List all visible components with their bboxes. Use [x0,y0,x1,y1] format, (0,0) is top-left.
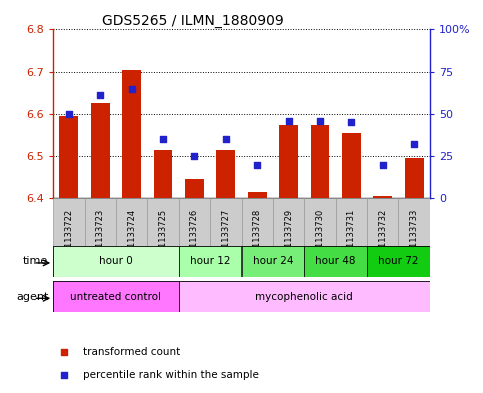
Bar [179,281,430,312]
Bar [248,192,267,198]
Bar [59,116,78,198]
Point [379,162,387,168]
Bar [242,198,273,275]
Text: GDS5265 / ILMN_1880909: GDS5265 / ILMN_1880909 [102,14,284,28]
Bar [210,198,242,275]
Point [65,111,73,117]
Text: GSM1133722: GSM1133722 [64,209,73,265]
Point [222,136,230,143]
Text: mycophenolic acid: mycophenolic acid [256,292,353,302]
Point [411,141,418,147]
Text: GSM1133727: GSM1133727 [221,209,230,265]
Text: GSM1133730: GSM1133730 [315,209,325,265]
Bar [53,198,85,275]
Bar [304,246,367,277]
Bar [242,246,304,277]
Point [97,92,104,99]
Bar [179,198,210,275]
Bar [304,198,336,275]
Bar [342,133,361,198]
Bar [398,198,430,275]
Text: hour 48: hour 48 [315,256,356,266]
Text: GSM1133732: GSM1133732 [378,209,387,265]
Text: hour 24: hour 24 [253,256,293,266]
Bar [367,198,398,275]
Point [128,86,135,92]
Text: hour 0: hour 0 [99,256,133,266]
Text: hour 12: hour 12 [190,256,230,266]
Bar [122,70,141,198]
Text: GSM1133733: GSM1133733 [410,209,419,265]
Bar [273,198,304,275]
Text: GSM1133728: GSM1133728 [253,209,262,265]
Text: hour 72: hour 72 [378,256,419,266]
Text: GSM1133726: GSM1133726 [190,209,199,265]
Bar [279,125,298,198]
Text: GSM1133724: GSM1133724 [127,209,136,265]
Text: agent: agent [16,292,48,302]
Point [253,162,261,168]
Bar [53,281,179,312]
Text: GSM1133729: GSM1133729 [284,209,293,265]
Text: untreated control: untreated control [71,292,161,302]
Text: percentile rank within the sample: percentile rank within the sample [83,370,259,380]
Point [60,349,68,355]
Bar [179,246,242,277]
Point [159,136,167,143]
Bar [367,246,430,277]
Bar [91,103,110,198]
Bar [116,198,147,275]
Bar [405,158,424,198]
Bar [336,198,367,275]
Text: GSM1133725: GSM1133725 [158,209,168,265]
Bar [216,150,235,198]
Bar [373,196,392,198]
Point [60,372,68,378]
Text: GSM1133731: GSM1133731 [347,209,356,265]
Text: GSM1133723: GSM1133723 [96,209,105,265]
Bar [85,198,116,275]
Point [191,153,199,160]
Point [285,118,293,124]
Bar [53,246,179,277]
Bar [311,125,329,198]
Bar [185,180,204,198]
Bar [147,198,179,275]
Bar [154,150,172,198]
Point [316,118,324,124]
Point [348,119,355,125]
Text: transformed count: transformed count [83,347,181,357]
Text: time: time [23,256,48,266]
